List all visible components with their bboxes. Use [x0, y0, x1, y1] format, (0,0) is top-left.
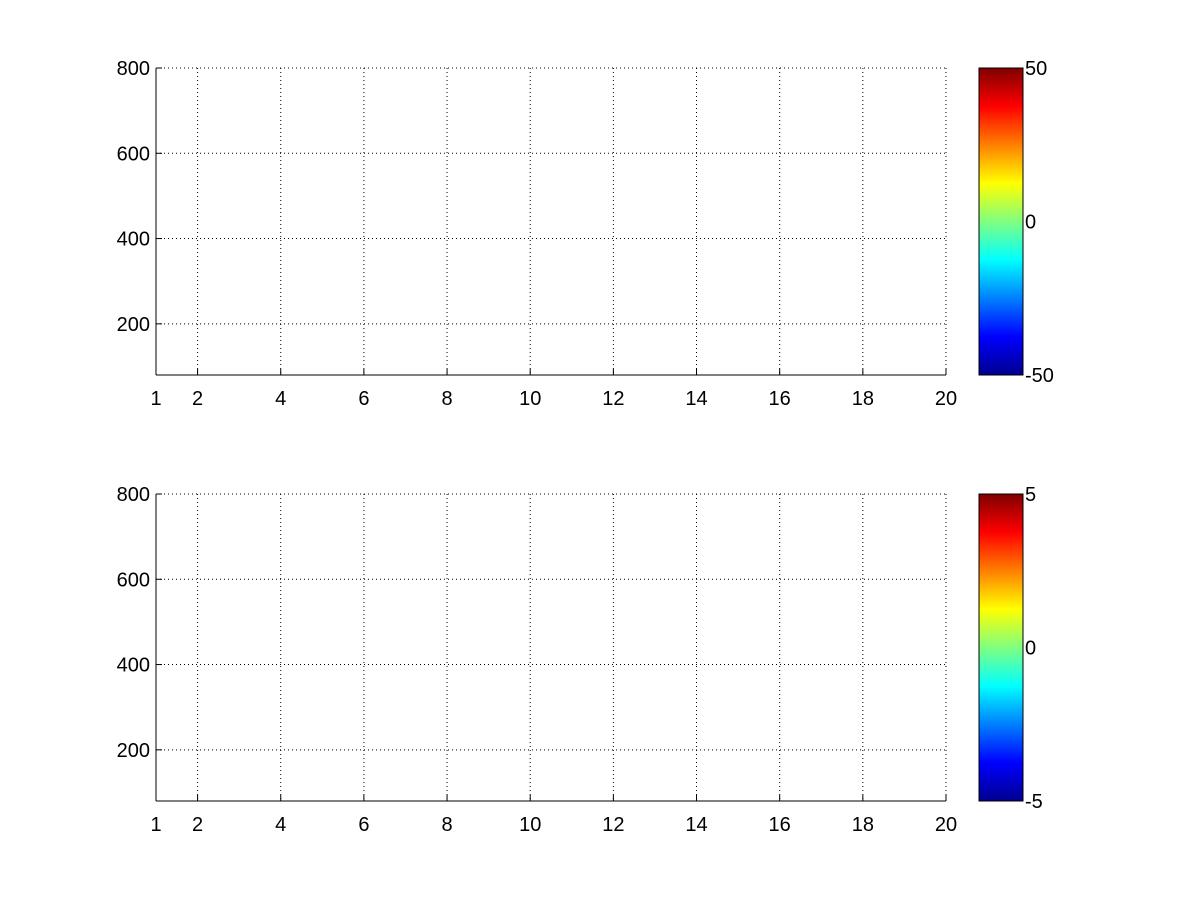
heatmap-panels: 1 2 4 6 8 10 12 14 16 18 20200400600800 500-501 2 4 6 8…	[117, 58, 1054, 836]
heatmap-panel-1: 1 2 4 6 8 10 12 14 16 18 20200400600800 500-50	[117, 58, 1054, 410]
